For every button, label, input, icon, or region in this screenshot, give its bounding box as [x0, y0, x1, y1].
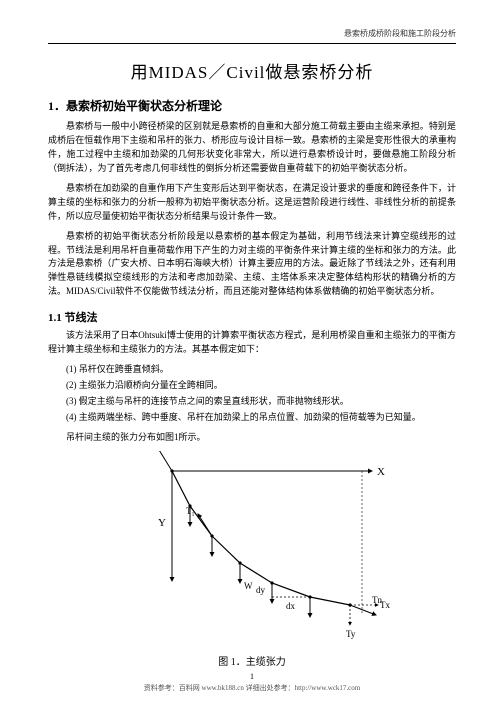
svg-text:Tx: Tx: [380, 600, 390, 610]
page: 悬索桥成桥阶段和施工阶段分析 用MIDAS／Civil做悬索桥分析 1．悬索桥初…: [0, 0, 504, 713]
paragraph-5: 吊杆间主缆的张力分布如图1所示。: [48, 431, 456, 445]
svg-text:dx: dx: [286, 601, 296, 611]
section-1-1-heading: 1.1 节线法: [48, 309, 456, 325]
enum-item-4: (4) 主缆两端坐标、跨中垂度、吊杆在加劲梁上的吊点位置、加劲梁的恒荷载等为已知…: [48, 411, 456, 425]
enum-item-1: (1) 吊杆仅在跨垂直倾斜。: [48, 363, 456, 377]
svg-text:X: X: [377, 466, 385, 478]
paragraph-1: 悬索桥与一般中小跨径桥梁的区别就是悬索桥的自重和大部分施工荷载主要由主缆来承担。…: [48, 120, 456, 176]
paragraph-2: 悬索桥在加劲梁的自重作用下产生变形后达到平衡状态，在满足设计要求的垂度和跨径条件…: [48, 182, 456, 224]
page-title: 用MIDAS／Civil做悬索桥分析: [48, 58, 456, 83]
enum-item-2: (2) 主缆张力沿顺桥向分量在全跨相同。: [48, 379, 456, 393]
figure-1: XYT₀T₁WdxdyTnTxTy 图 1．主缆张力: [48, 451, 456, 668]
svg-text:W: W: [244, 581, 253, 591]
paragraph-4: 该方法采用了日本Ohtsuki博士使用的计算索平衡状态方程式，是利用桥梁自重和主…: [48, 329, 456, 357]
figure-1-caption: 图 1．主缆张力: [48, 653, 456, 668]
svg-text:Ty: Ty: [346, 629, 356, 639]
svg-text:dy: dy: [256, 585, 266, 595]
enum-item-3: (3) 假定主缆与吊杆的连接节点之间的索呈直线形状，而非抛物线形状。: [48, 395, 456, 409]
top-rule: [48, 43, 456, 44]
paragraph-3: 悬索桥的初始平衡状态分析阶段是以悬索桥的基本假定为基础，利用节线法来计算空缆线形…: [48, 230, 456, 300]
figure-1-svg: XYT₀T₁WdxdyTnTxTy: [112, 451, 392, 651]
running-head: 悬索桥成桥阶段和施工阶段分析: [48, 28, 456, 39]
page-number: 1: [48, 672, 456, 681]
svg-text:Y: Y: [158, 517, 166, 529]
section-1-heading: 1．悬索桥初始平衡状态分析理论: [48, 97, 456, 114]
footer-text: 资料参考：百料网 www.bk188.cn 详细出处参考：http://www.…: [48, 683, 456, 693]
